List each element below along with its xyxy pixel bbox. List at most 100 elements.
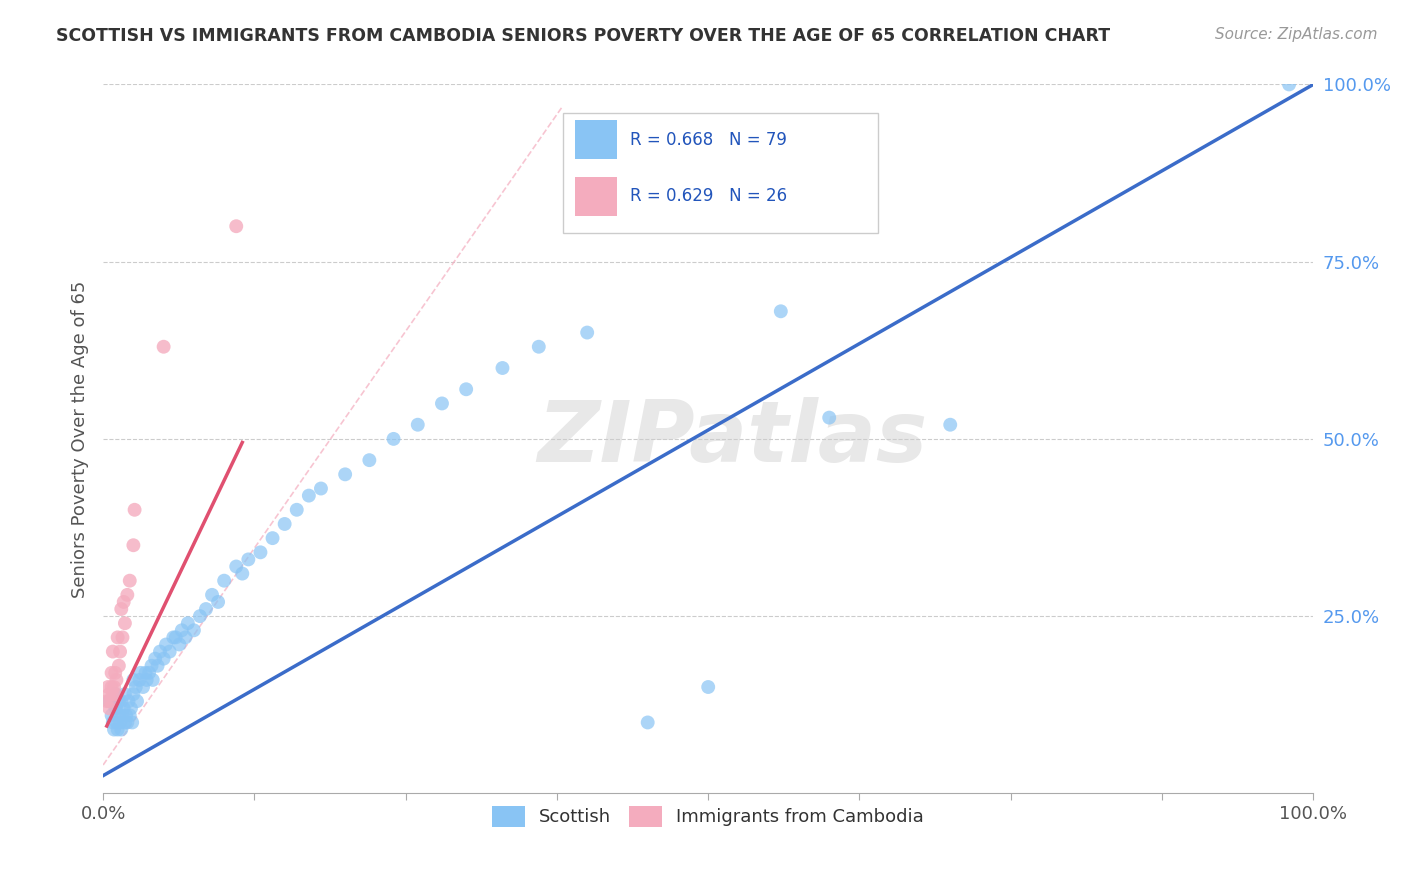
Point [201, 588, 224, 602]
Point [115, 708, 138, 723]
Point [132, 680, 155, 694]
Point [456, 382, 478, 396]
Point [134, 665, 156, 680]
Legend: Scottish, Immigrants from Cambodia: Scottish, Immigrants from Cambodia [485, 798, 931, 834]
Point [122, 673, 145, 687]
Point [170, 624, 193, 638]
Point [120, 701, 142, 715]
FancyBboxPatch shape [562, 112, 877, 234]
Point [491, 361, 513, 376]
Point [118, 708, 141, 723]
Point [430, 396, 453, 410]
Text: SCOTTISH VS IMMIGRANTS FROM CAMBODIA SENIORS POVERTY OVER THE AGE OF 65 CORRELAT: SCOTTISH VS IMMIGRANTS FROM CAMBODIA SEN… [56, 27, 1111, 45]
Point [100, 680, 122, 694]
Point [225, 219, 247, 234]
Point [101, 644, 124, 658]
Point [108, 694, 131, 708]
Point [406, 417, 429, 432]
Point [110, 723, 132, 737]
Point [697, 680, 720, 694]
Point [117, 588, 139, 602]
Point [155, 638, 177, 652]
Point [818, 410, 841, 425]
Text: R = 0.668   N = 79: R = 0.668 N = 79 [630, 131, 786, 149]
Point [122, 538, 145, 552]
Point [177, 616, 200, 631]
Point [108, 658, 131, 673]
Point [110, 602, 132, 616]
Text: ZIPatlas: ZIPatlas [537, 398, 928, 481]
Point [262, 531, 284, 545]
Point [129, 665, 152, 680]
Point [108, 708, 131, 723]
Point [114, 687, 136, 701]
Point [122, 687, 145, 701]
Point [212, 574, 235, 588]
Point [96, 694, 118, 708]
Point [146, 658, 169, 673]
Point [939, 417, 962, 432]
Point [769, 304, 792, 318]
Point [637, 715, 659, 730]
Point [103, 723, 125, 737]
Point [138, 665, 160, 680]
Point [104, 665, 127, 680]
Point [103, 680, 125, 694]
Point [152, 651, 174, 665]
Point [359, 453, 381, 467]
Point [207, 595, 229, 609]
Point [309, 482, 332, 496]
Point [108, 644, 131, 658]
Point [107, 723, 129, 737]
Point [121, 715, 143, 730]
Point [112, 595, 135, 609]
Point [183, 624, 205, 638]
Point [169, 638, 191, 652]
Point [114, 616, 136, 631]
Point [576, 326, 599, 340]
Point [111, 708, 134, 723]
Point [108, 715, 131, 730]
Point [249, 545, 271, 559]
Point [135, 673, 157, 687]
Point [188, 609, 211, 624]
Point [141, 658, 163, 673]
Point [152, 340, 174, 354]
Point [117, 694, 139, 708]
Point [104, 701, 127, 715]
Point [225, 559, 247, 574]
Point [117, 715, 139, 730]
Point [333, 467, 356, 482]
Point [105, 715, 128, 730]
Point [100, 708, 122, 723]
Point [112, 701, 135, 715]
Point [101, 687, 124, 701]
Point [159, 644, 181, 658]
Point [125, 680, 148, 694]
Point [125, 694, 148, 708]
Point [107, 631, 129, 645]
Point [114, 715, 136, 730]
Point [382, 432, 405, 446]
Point [100, 694, 122, 708]
Point [162, 631, 184, 645]
Point [128, 673, 150, 687]
Point [527, 340, 550, 354]
Point [105, 673, 128, 687]
Point [273, 516, 295, 531]
Point [101, 715, 124, 730]
Point [110, 694, 132, 708]
Point [174, 631, 197, 645]
Point [143, 651, 166, 665]
Point [104, 687, 127, 701]
Text: Source: ZipAtlas.com: Source: ZipAtlas.com [1215, 27, 1378, 42]
Point [195, 602, 218, 616]
Point [104, 687, 127, 701]
Text: R = 0.629   N = 26: R = 0.629 N = 26 [630, 187, 787, 205]
Y-axis label: Seniors Poverty Over the Age of 65: Seniors Poverty Over the Age of 65 [72, 280, 89, 598]
FancyBboxPatch shape [575, 120, 617, 159]
Point [285, 503, 308, 517]
Point [118, 574, 141, 588]
Point [97, 680, 120, 694]
Point [238, 552, 260, 566]
